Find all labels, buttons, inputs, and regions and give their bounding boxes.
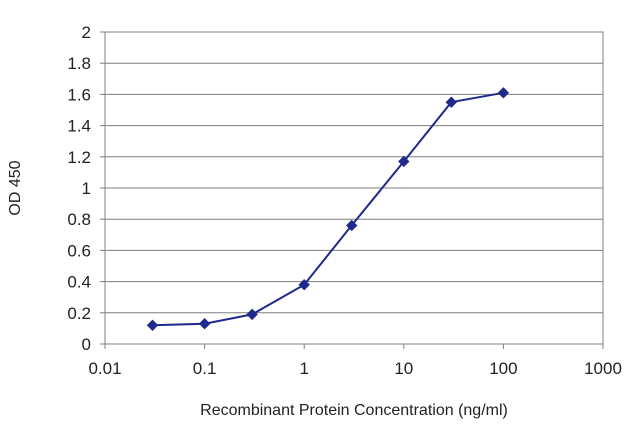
data-point: [198, 318, 211, 330]
y-tick-label: 1.2: [67, 148, 91, 167]
x-tick-label: 10: [394, 359, 413, 378]
y-tick-label: 0.4: [67, 273, 91, 292]
y-tick-label: 1: [82, 179, 91, 198]
gridlines: [105, 62, 603, 314]
data-point: [445, 96, 458, 108]
x-tick-label: 1000: [584, 359, 622, 378]
y-tick-label: 0.2: [67, 304, 91, 323]
data-point: [146, 319, 159, 331]
series-line: [152, 91, 504, 327]
series-layer: [146, 87, 510, 331]
data-point: [346, 219, 358, 232]
axis-ticks: 0 0.2 0.4 0.6 0.8 1 1.2 1.4 1.6 1.8 2 0.01 0.1 1 10 100…: [67, 23, 622, 378]
data-point: [298, 279, 310, 291]
y-tick-label: 1.6: [67, 85, 91, 104]
x-tick-label: 0.01: [88, 359, 121, 378]
data-point: [246, 308, 258, 321]
x-axis-title: Recombinant Protein Concentration (ng/ml…: [200, 402, 508, 419]
x-tick-label: 100: [489, 359, 517, 378]
y-axis-title: OD 450: [7, 160, 24, 215]
x-tick-label: 1: [299, 359, 308, 378]
y-tick-label: 0: [82, 335, 91, 354]
data-point: [398, 155, 410, 168]
y-tick-label: 1.8: [67, 54, 91, 73]
y-tick-label: 2: [82, 23, 91, 42]
data-point: [497, 87, 510, 99]
y-tick-label: 1.4: [67, 117, 91, 136]
y-tick-label: 0.6: [67, 241, 91, 260]
y-tick-label: 0.8: [67, 210, 91, 229]
x-tick-label: 0.1: [193, 359, 217, 378]
